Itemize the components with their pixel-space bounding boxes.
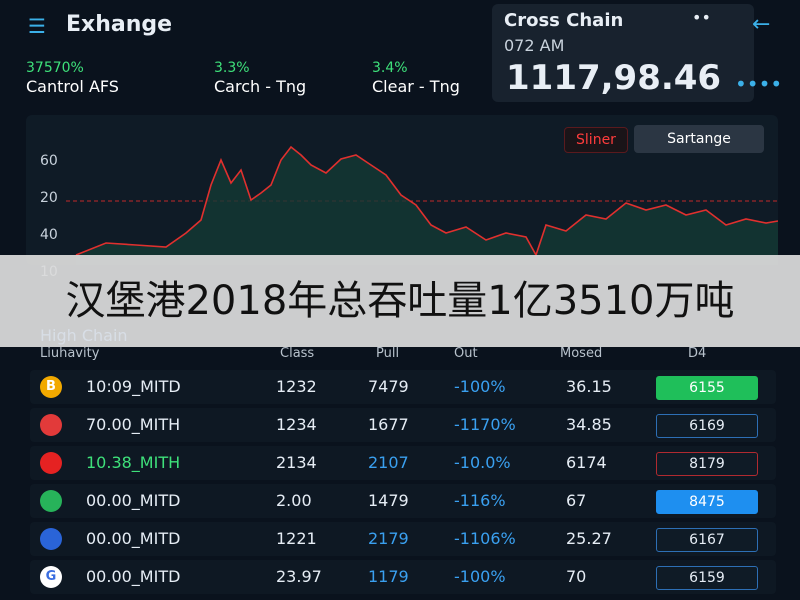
coin-icon: B	[40, 376, 62, 398]
cell: 2.00	[276, 491, 312, 510]
menu-icon[interactable]: ☰	[28, 14, 46, 38]
panel-time: 072 AM	[504, 36, 565, 55]
back-arrow[interactable]: ←	[752, 12, 771, 37]
column-header: Liuhavity	[40, 346, 100, 361]
cell: 1677	[368, 415, 409, 434]
value-button[interactable]: 8475	[656, 490, 758, 514]
cell: 10.38_MITH	[86, 453, 181, 472]
cell: -100%	[454, 377, 506, 396]
y-tick-label: 20	[40, 190, 58, 206]
cell: 00.00_MITD	[86, 567, 181, 586]
chart-panel: Sliner Sartange 60204010	[26, 115, 778, 280]
row-bg	[30, 522, 776, 556]
more-dots[interactable]: ••••	[735, 72, 783, 96]
coin-icon	[40, 452, 62, 474]
table-title: High Chain	[40, 326, 128, 345]
cell: 70	[566, 567, 587, 586]
cell: 10:09_MITD	[86, 377, 181, 396]
chart	[66, 145, 778, 265]
column-header: Class	[280, 346, 315, 361]
cell: 2134	[276, 453, 317, 472]
cell: 1179	[368, 567, 409, 586]
row-bg	[30, 370, 776, 404]
cell: 1234	[276, 415, 317, 434]
y-tick-label: 60	[40, 153, 58, 169]
cell: 1221	[276, 529, 317, 548]
cell: 7479	[368, 377, 409, 396]
panel-title: Cross Chain	[504, 10, 624, 31]
cell: 6174	[566, 453, 607, 472]
column-header: Mosed	[560, 346, 603, 361]
cell: 34.85	[566, 415, 612, 434]
cell: 70.00_MITH	[86, 415, 181, 434]
cell: 23.97	[276, 567, 322, 586]
banner-text: 汉堡港2018年总吞吐量1亿3510万吨	[65, 278, 735, 324]
cell: 2179	[368, 529, 409, 548]
cell: -1106%	[454, 529, 516, 548]
chart-area	[76, 147, 778, 265]
banner: 汉堡港2018年总吞吐量1亿3510万吨	[0, 255, 800, 347]
panel: Cross Chain •• 072 AM 1117,98.46	[492, 4, 754, 102]
cell: 00.00_MITD	[86, 491, 181, 510]
stat-label: Cantrol AFS	[26, 77, 119, 96]
column-header: Pull	[376, 346, 400, 361]
stat-value: 3.3%	[214, 60, 250, 76]
cell: -10.0%	[454, 453, 511, 472]
stat-label: Carch - Tng	[214, 77, 307, 96]
column-header: D4	[688, 346, 707, 361]
coin-icon	[40, 528, 62, 550]
value-button[interactable]: 6155	[656, 376, 758, 400]
cell: -1170%	[454, 415, 516, 434]
cell: 67	[566, 491, 587, 510]
panel-menu[interactable]: ••	[692, 8, 711, 27]
cell: -116%	[454, 491, 506, 510]
row-bg	[30, 408, 776, 442]
value-button[interactable]: 8179	[656, 452, 758, 476]
y-tick-label: 40	[40, 227, 58, 243]
cell: 1232	[276, 377, 317, 396]
row-bg	[30, 560, 776, 594]
coin-icon	[40, 414, 62, 436]
chart-line	[75, 145, 778, 257]
filter-button[interactable]: Sartange	[634, 125, 764, 153]
value-button[interactable]: 6159	[656, 566, 758, 590]
panel-amount: 1117,98.46	[506, 58, 722, 98]
coin-icon	[40, 490, 62, 512]
stat-value: 3.4%	[372, 60, 408, 76]
coin-icon: G	[40, 566, 62, 588]
cell: 00.00_MITD	[86, 529, 181, 548]
filter-button[interactable]: Sliner	[564, 127, 628, 153]
value-button[interactable]: 6169	[656, 414, 758, 438]
cell: 2107	[368, 453, 409, 472]
stat-value: 37570%	[26, 60, 84, 76]
row-bg	[30, 446, 776, 480]
cell: -100%	[454, 567, 506, 586]
cell: 1479	[368, 491, 409, 510]
app-title: Exhange	[66, 12, 173, 37]
column-header: Out	[454, 346, 478, 361]
cell: 36.15	[566, 377, 612, 396]
row-bg	[30, 484, 776, 518]
stat-label: Clear - Tng	[372, 77, 460, 96]
cell: 25.27	[566, 529, 612, 548]
value-button[interactable]: 6167	[656, 528, 758, 552]
